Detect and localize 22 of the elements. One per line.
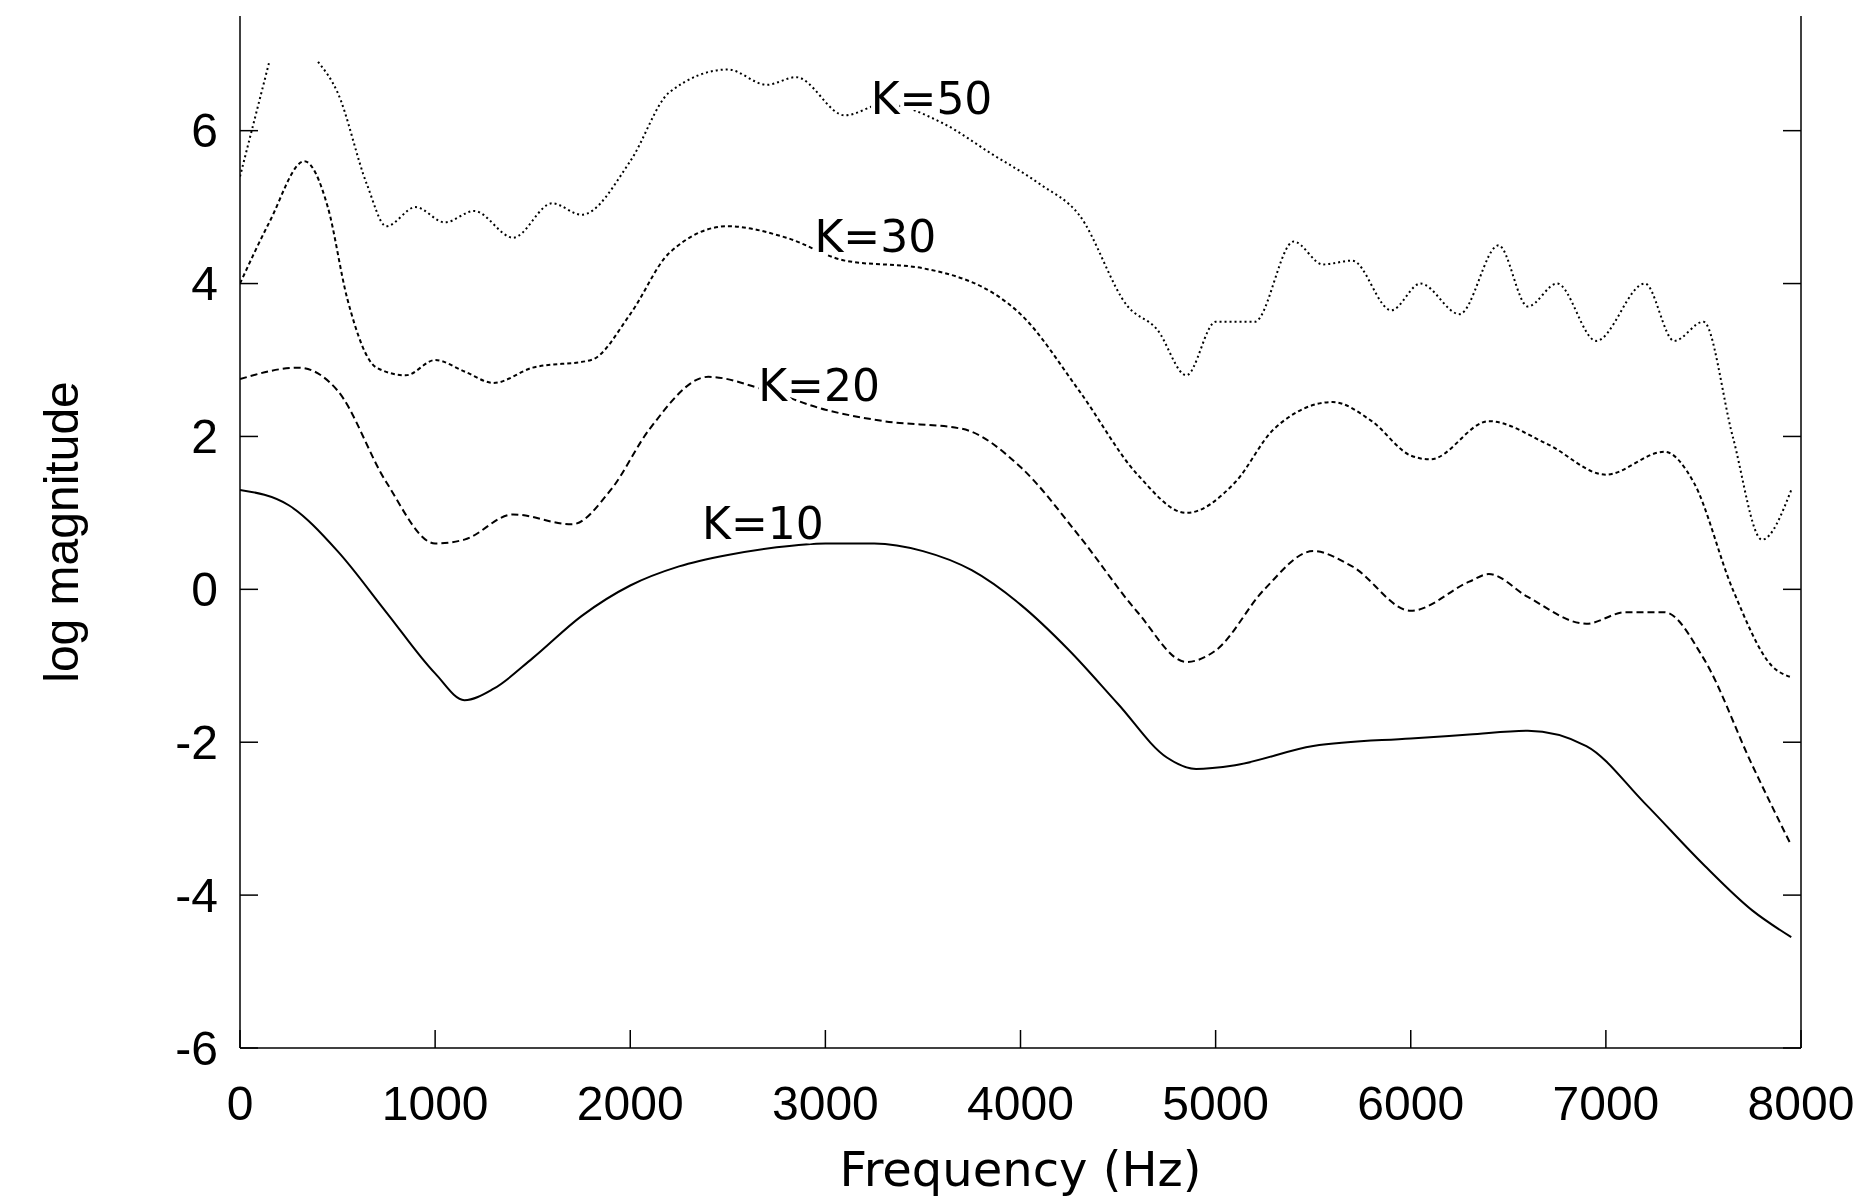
- x-tick-label: 8000: [1747, 1077, 1855, 1130]
- y-axis-title: log magnitude: [35, 381, 88, 683]
- x-tick-label: 4000: [967, 1077, 1074, 1130]
- y-tick-label: -2: [175, 716, 218, 770]
- y-tick-label: 6: [191, 104, 218, 158]
- y-tick-label: -4: [175, 868, 218, 922]
- series-label: K=50: [870, 73, 993, 125]
- series-label: K=10: [702, 497, 824, 549]
- x-tick-label: 1000: [381, 1077, 489, 1130]
- series-label: K=20: [758, 360, 880, 412]
- y-tick-label: 0: [191, 563, 218, 617]
- x-tick-label: 3000: [771, 1077, 879, 1130]
- series-label: K=30: [814, 211, 937, 263]
- y-tick-label: 4: [191, 257, 218, 311]
- x-tick-label: 5000: [1162, 1077, 1270, 1130]
- y-tick-label: -6: [175, 1021, 218, 1075]
- x-tick-label: 7000: [1552, 1077, 1660, 1130]
- x-axis-title: Frequency (Hz): [839, 1141, 1202, 1197]
- x-tick-label: 0: [226, 1077, 254, 1130]
- x-tick-label: 6000: [1357, 1077, 1465, 1130]
- y-tick-label: 2: [191, 410, 218, 464]
- x-tick-label: 2000: [576, 1077, 684, 1130]
